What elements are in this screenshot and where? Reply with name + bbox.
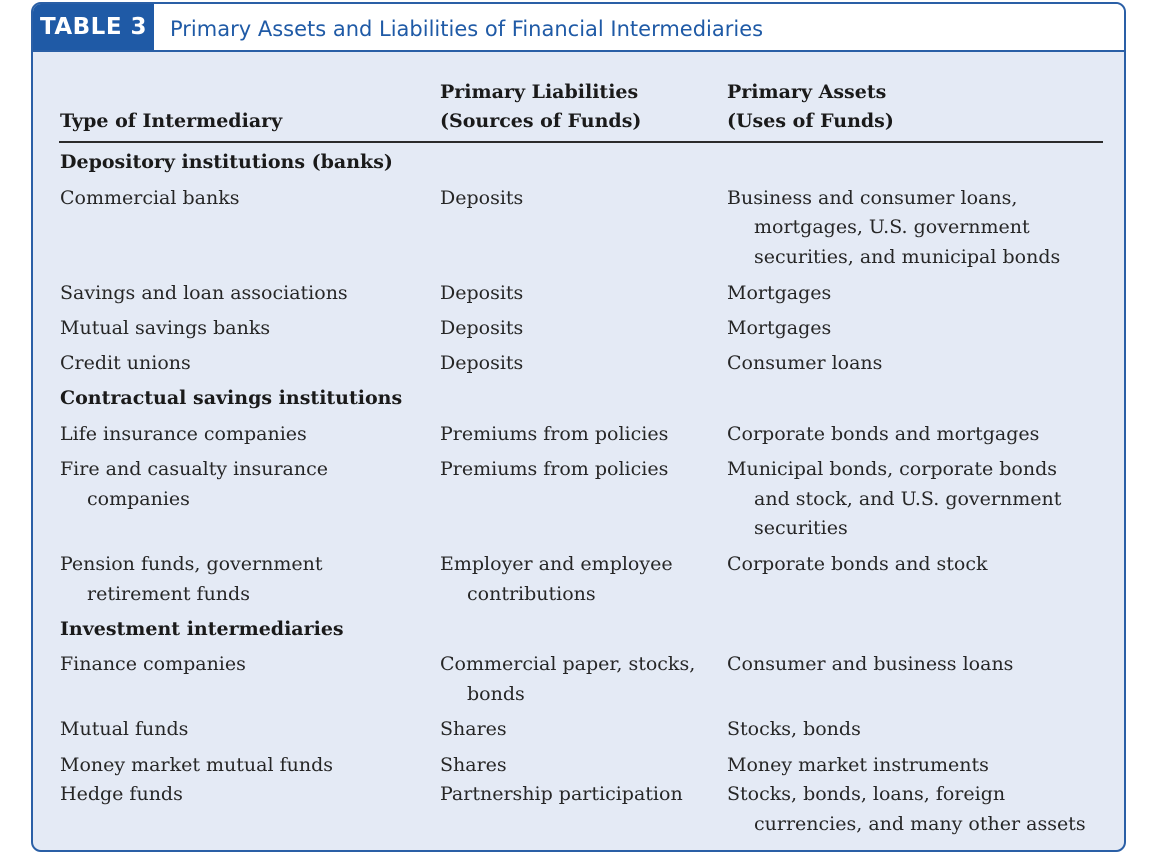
row-liabilities: Deposits	[440, 352, 524, 374]
row-liabilities: Employer and employee	[440, 553, 673, 575]
row-assets: Money market instruments	[727, 754, 989, 776]
row-type: Mutual savings banks	[60, 317, 271, 339]
row-type: Mutual funds	[60, 718, 189, 740]
row-liabilities: Shares	[440, 754, 507, 776]
row-assets-cont: currencies, and many other assets	[754, 813, 1086, 835]
row-type-cont: retirement funds	[87, 583, 250, 605]
row-liabilities: Deposits	[440, 317, 524, 339]
row-liabilities: Deposits	[440, 187, 524, 209]
row-liabilities: Commercial paper, stocks,	[440, 653, 696, 675]
table-title-bar: TABLE 3 Primary Assets and Liabilities o…	[33, 4, 1124, 52]
row-type: Hedge funds	[60, 783, 183, 805]
row-assets-cont: and stock, and U.S. government	[754, 488, 1062, 510]
section-title: Investment intermediaries	[60, 618, 344, 640]
header-rule	[59, 141, 1103, 143]
column-header-liabilities-line1: Primary Liabilities	[440, 81, 639, 103]
row-liabilities: Premiums from policies	[440, 458, 669, 480]
table-number-label: TABLE 3	[33, 4, 154, 50]
row-liabilities: Premiums from policies	[440, 423, 669, 445]
row-assets: Business and consumer loans,	[727, 187, 1018, 209]
column-header-type: Type of Intermediary	[60, 110, 283, 132]
row-liabilities: Shares	[440, 718, 507, 740]
row-type: Savings and loan associations	[60, 282, 348, 304]
row-type: Finance companies	[60, 653, 246, 675]
row-liabilities: Deposits	[440, 282, 524, 304]
row-type: Money market mutual funds	[60, 754, 333, 776]
row-assets: Stocks, bonds, loans, foreign	[727, 783, 1006, 805]
row-assets: Municipal bonds, corporate bonds	[727, 458, 1058, 480]
row-assets: Consumer and business loans	[727, 653, 1014, 675]
column-header-assets-line1: Primary Assets	[727, 81, 887, 103]
row-assets-cont: securities	[754, 517, 848, 539]
row-type: Fire and casualty insurance	[60, 458, 328, 480]
table-frame: TABLE 3 Primary Assets and Liabilities o…	[31, 2, 1126, 852]
table-title: Primary Assets and Liabilities of Financ…	[170, 17, 764, 41]
row-liabilities-cont: bonds	[467, 683, 525, 705]
row-type: Credit unions	[60, 352, 191, 374]
row-assets-cont: mortgages, U.S. government	[754, 216, 1030, 238]
row-assets: Mortgages	[727, 317, 832, 339]
row-liabilities: Partnership participation	[440, 783, 683, 805]
column-header-assets-line2: (Uses of Funds)	[727, 110, 894, 132]
row-type-cont: companies	[87, 488, 190, 510]
section-title: Contractual savings institutions	[60, 387, 403, 409]
row-assets: Corporate bonds and mortgages	[727, 423, 1040, 445]
column-header-liabilities-line2: (Sources of Funds)	[440, 110, 642, 132]
row-type: Pension funds, government	[60, 553, 323, 575]
row-assets: Mortgages	[727, 282, 832, 304]
row-type: Life insurance companies	[60, 423, 307, 445]
section-title: Depository institutions (banks)	[60, 151, 393, 173]
row-assets: Stocks, bonds	[727, 718, 861, 740]
row-assets-cont: securities, and municipal bonds	[754, 246, 1061, 268]
row-type: Commercial banks	[60, 187, 240, 209]
row-assets: Consumer loans	[727, 352, 883, 374]
row-assets: Corporate bonds and stock	[727, 553, 988, 575]
row-liabilities-cont: contributions	[467, 583, 596, 605]
